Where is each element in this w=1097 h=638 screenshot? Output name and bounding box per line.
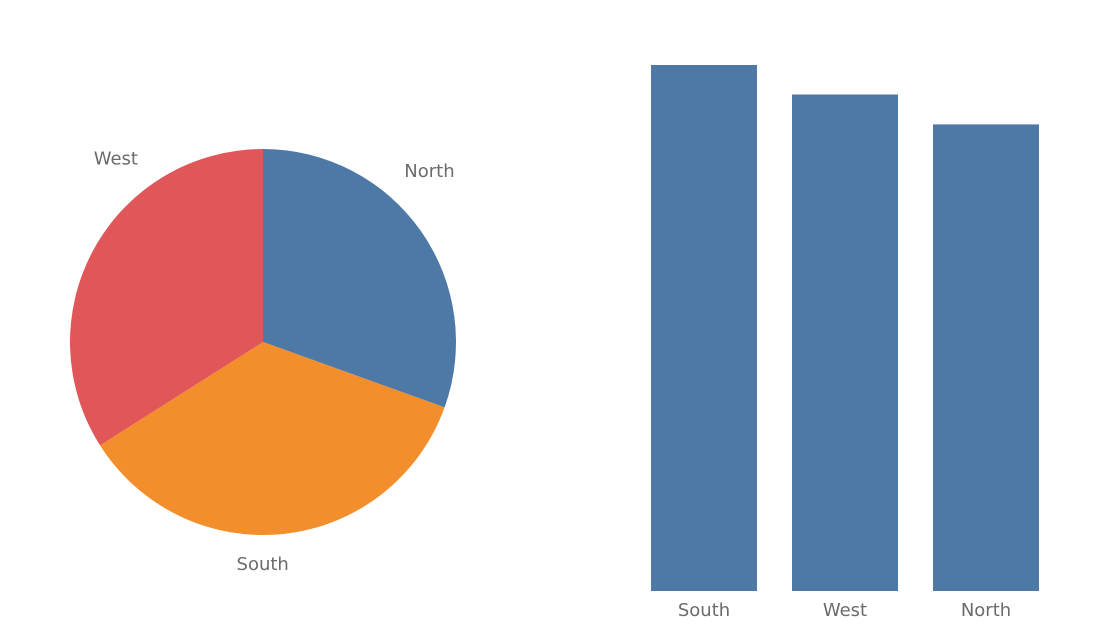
pie-label-west: West <box>94 149 138 170</box>
bar-label-west: West <box>823 600 867 621</box>
bar-label-south: South <box>678 600 730 621</box>
pie-slice-north <box>263 149 457 408</box>
bar-south <box>651 65 757 591</box>
bar-north <box>933 124 1039 592</box>
bar-chart: South West North <box>651 65 1039 621</box>
pie-label-north: North <box>404 161 454 182</box>
bar-label-north: North <box>961 600 1011 621</box>
pie-chart: North South West <box>69 149 457 575</box>
bar-west <box>792 94 898 591</box>
pie-slice-south <box>100 342 445 536</box>
pie-label-south: South <box>237 554 289 575</box>
pie-slice-west <box>69 149 263 446</box>
